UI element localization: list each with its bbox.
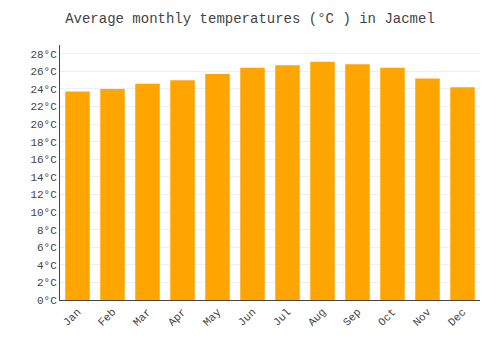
svg-text:6°C: 6°C (37, 242, 57, 254)
svg-text:Jun: Jun (236, 306, 258, 328)
svg-text:8°C: 8°C (37, 225, 57, 237)
svg-text:26°C: 26°C (30, 66, 57, 78)
svg-text:14°C: 14°C (30, 172, 57, 184)
svg-text:12°C: 12°C (30, 189, 57, 201)
svg-text:Jan: Jan (61, 306, 83, 328)
svg-text:May: May (201, 306, 224, 329)
svg-text:Mar: Mar (131, 306, 153, 328)
svg-text:Average monthly temperatures (: Average monthly temperatures (°C ) in Ja… (65, 11, 435, 27)
svg-text:Dec: Dec (446, 306, 468, 328)
svg-text:Aug: Aug (306, 306, 328, 328)
svg-text:0°C: 0°C (37, 295, 57, 307)
svg-text:4°C: 4°C (37, 260, 57, 272)
svg-text:2°C: 2°C (37, 277, 57, 289)
svg-text:20°C: 20°C (30, 119, 57, 131)
svg-text:24°C: 24°C (30, 84, 57, 96)
svg-text:Oct: Oct (376, 306, 398, 328)
svg-text:10°C: 10°C (30, 207, 57, 219)
svg-text:28°C: 28°C (30, 49, 57, 61)
svg-text:Jul: Jul (271, 306, 293, 328)
svg-text:Nov: Nov (411, 306, 434, 329)
svg-text:Apr: Apr (166, 306, 188, 328)
svg-text:Feb: Feb (96, 306, 118, 328)
svg-text:18°C: 18°C (30, 137, 57, 149)
svg-text:22°C: 22°C (30, 101, 57, 113)
svg-text:16°C: 16°C (30, 154, 57, 166)
svg-text:Sep: Sep (341, 306, 363, 328)
